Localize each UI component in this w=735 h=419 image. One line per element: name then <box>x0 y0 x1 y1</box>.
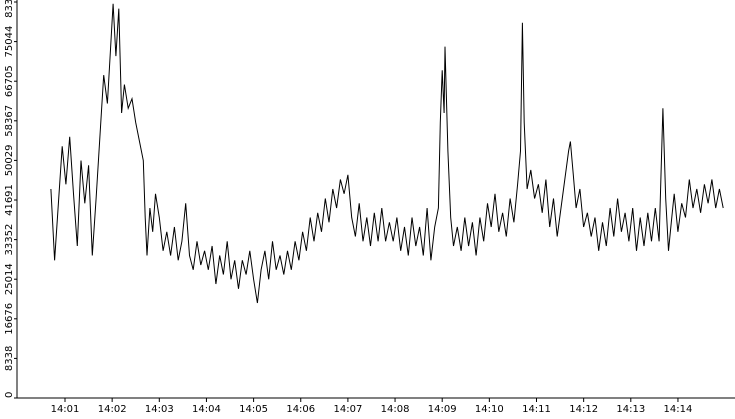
y-tick-label: 83382 <box>4 0 15 18</box>
y-tick-label: 0 <box>4 392 15 398</box>
y-tick-label: 41691 <box>4 184 15 216</box>
y-tick-label: 50029 <box>4 144 15 176</box>
x-tick-label: 14:13 <box>616 404 645 415</box>
x-tick-label: 14:06 <box>286 404 315 415</box>
y-tick-label: 8338 <box>4 346 15 371</box>
y-tick-label: 16676 <box>4 303 15 335</box>
x-tick-label: 14:09 <box>428 404 457 415</box>
x-tick-label: 14:12 <box>569 404 598 415</box>
x-tick-label: 14:01 <box>51 404 80 415</box>
y-axis-ticks: 0 8338 16676 25014 33352 41691 50029 58367 66705… <box>4 0 17 399</box>
y-tick-label: 25014 <box>4 263 15 295</box>
x-tick-label: 14:02 <box>98 404 127 415</box>
x-tick-label: 14:03 <box>145 404 174 415</box>
x-tick-label: 14:04 <box>192 404 221 415</box>
y-tick-label: 58367 <box>4 105 15 137</box>
x-tick-label: 14:14 <box>664 404 693 415</box>
x-tick-label: 14:05 <box>239 404 268 415</box>
x-tick-label: 14:08 <box>381 404 410 415</box>
x-tick-label: 14:07 <box>333 404 362 415</box>
series-group <box>50 3 724 304</box>
y-tick-label: 66705 <box>4 65 15 97</box>
y-tick-label: 33352 <box>4 224 15 256</box>
y-tick-label: 75044 <box>4 26 15 58</box>
series-line <box>50 3 724 304</box>
x-tick-label: 14:11 <box>522 404 551 415</box>
axes <box>16 0 735 399</box>
x-axis-ticks: 14:01 14:02 14:03 14:04 14:05 14:06 14:07 14:08… <box>51 398 693 415</box>
x-tick-label: 14:10 <box>475 404 504 415</box>
